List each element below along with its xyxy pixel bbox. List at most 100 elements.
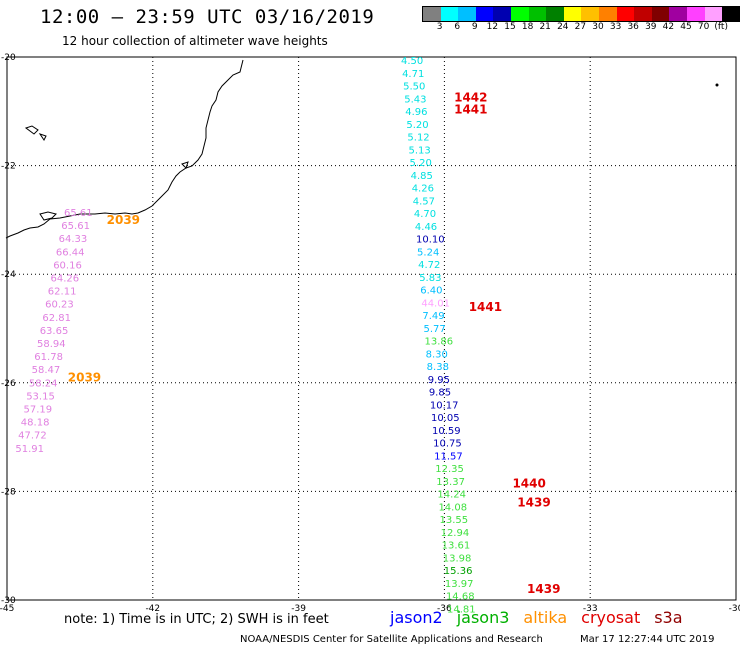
color-scale-bar xyxy=(422,6,740,22)
color-scale-label: 18 xyxy=(521,22,534,32)
pass-time-label: 2039 xyxy=(68,370,101,384)
wave-height-value: 62.81 xyxy=(42,313,71,324)
lat-tick-label: -20 xyxy=(1,53,16,63)
wave-height-value: 63.65 xyxy=(40,326,69,337)
wave-height-value: 66.44 xyxy=(56,247,85,258)
wave-height-value: 58.47 xyxy=(32,365,61,376)
wave-height-value: 13.86 xyxy=(425,337,454,348)
wave-height-value: 9.95 xyxy=(428,375,450,386)
wave-height-value: 13.97 xyxy=(445,579,474,590)
pass-time-label: 1441 xyxy=(454,103,487,117)
wave-height-value: 5.50 xyxy=(403,82,425,93)
wave-height-value: 58.24 xyxy=(29,378,58,389)
coastline xyxy=(5,59,719,239)
lat-tick-label: -28 xyxy=(1,487,16,497)
color-swatch-5 xyxy=(510,7,529,21)
color-swatch-15 xyxy=(686,7,705,21)
wave-height-value: 4.26 xyxy=(412,184,434,195)
wave-height-value: 53.15 xyxy=(26,391,55,402)
coastline-mainland xyxy=(5,59,244,239)
wave-height-value: 57.19 xyxy=(24,405,53,416)
lon-tick-label: -45 xyxy=(0,604,14,614)
wave-height-value: 4.72 xyxy=(418,260,440,271)
pass-time-label: 2039 xyxy=(107,213,140,227)
pass-time-label: 1442 xyxy=(454,91,487,105)
wave-height-value: 5.13 xyxy=(408,145,430,156)
wave-height-value: 6.40 xyxy=(420,286,442,297)
wave-height-value: 13.98 xyxy=(443,553,472,564)
coastline-island-b xyxy=(38,133,47,141)
color-scale-label: 42 xyxy=(662,22,675,32)
color-scale-label: 9 xyxy=(471,22,478,32)
wave-height-value: 14.24 xyxy=(437,490,466,501)
wave-height-value: 15.36 xyxy=(444,566,473,577)
lat-tick-label: -30 xyxy=(1,596,16,606)
wave-height-value: 5.20 xyxy=(406,120,428,131)
wave-height-value: 65.61 xyxy=(61,221,90,232)
wave-height-value: 64.26 xyxy=(51,274,80,285)
color-swatch-7 xyxy=(546,7,564,21)
wave-height-value: 13.37 xyxy=(436,477,465,488)
color-swatch-4 xyxy=(493,7,511,21)
wave-height-value: 47.72 xyxy=(18,431,47,442)
color-scale-label: 33 xyxy=(609,22,622,32)
wave-height-value: 65.61 xyxy=(64,208,93,219)
color-scale-label: 39 xyxy=(645,22,657,32)
legend-jason2: jason2 xyxy=(390,608,443,627)
wave-height-value: 4.96 xyxy=(405,107,427,118)
color-swatch-10 xyxy=(598,7,617,21)
latitude-labels: -20 -22 -24 -26 -28 -30 xyxy=(1,53,16,606)
wave-height-value: 4.57 xyxy=(413,196,435,207)
color-swatch-6 xyxy=(528,7,547,21)
lon-tick-label: -39 xyxy=(291,604,306,614)
color-scale-label: 45 xyxy=(680,22,692,32)
wave-height-value: 61.78 xyxy=(34,352,63,363)
color-swatch-14 xyxy=(669,7,687,21)
color-swatch-16 xyxy=(704,7,723,21)
color-scale-label: 36 xyxy=(627,22,639,32)
wave-height-value: 5.83 xyxy=(419,273,441,284)
color-scale-label: 24 xyxy=(557,22,569,32)
wave-height-value: 60.16 xyxy=(53,260,82,271)
wave-height-value: 4.70 xyxy=(414,209,436,220)
color-scale-label: 30 xyxy=(592,22,604,32)
pass-time-label: 1441 xyxy=(469,300,502,314)
color-scale-label: 27 xyxy=(574,22,587,32)
track-west-values: 65.61 65.61 64.33 66.44 60.16 64.26 62.11 60.23… xyxy=(15,208,92,455)
wave-height-value: 7.49 xyxy=(422,311,444,322)
color-scale-label: 21 xyxy=(539,22,551,32)
color-scale-label: (ft) xyxy=(714,22,728,32)
legend-jason3: jason3 xyxy=(456,608,510,627)
pass-time-label: 1439 xyxy=(527,582,560,596)
wave-height-value: 4.46 xyxy=(415,222,437,233)
color-swatch-2 xyxy=(458,7,476,21)
color-swatch-11 xyxy=(616,7,635,21)
wave-height-value: 62.11 xyxy=(48,287,77,298)
lon-tick-label: -36 xyxy=(437,604,452,614)
color-scale-label: 6 xyxy=(454,22,461,32)
wave-height-value: 10.59 xyxy=(432,426,461,437)
wave-height-value: 14.81 xyxy=(447,604,476,615)
pass-time-label: 1440 xyxy=(512,476,545,490)
color-scale-label: 70 xyxy=(697,22,710,32)
track-east-values: 4.50 4.71 5.505.43 4.96 5.20 5.125.13 5.20 4.85… xyxy=(401,56,476,615)
wave-height-value: 5.24 xyxy=(417,247,439,258)
color-swatch-1 xyxy=(440,7,459,21)
legend-s3a: s3a xyxy=(654,608,683,627)
wave-height-value: 51.91 xyxy=(15,444,44,455)
wave-height-value: 5.43 xyxy=(404,94,426,105)
wave-height-value: 64.33 xyxy=(59,234,88,245)
wave-height-value: 4.71 xyxy=(402,69,424,80)
lat-tick-label: -24 xyxy=(1,270,16,280)
color-swatch-0 xyxy=(423,7,441,21)
color-swatch-8 xyxy=(563,7,582,21)
color-swatch-3 xyxy=(475,7,494,21)
coastline-island-a xyxy=(24,125,39,135)
legend-cryosat: cryosat xyxy=(581,608,641,627)
coastline-island-c xyxy=(181,161,189,169)
wave-height-value: 10.10 xyxy=(416,235,445,246)
wave-height-value: 14.08 xyxy=(438,502,467,513)
wave-height-value: 10.17 xyxy=(430,400,459,411)
